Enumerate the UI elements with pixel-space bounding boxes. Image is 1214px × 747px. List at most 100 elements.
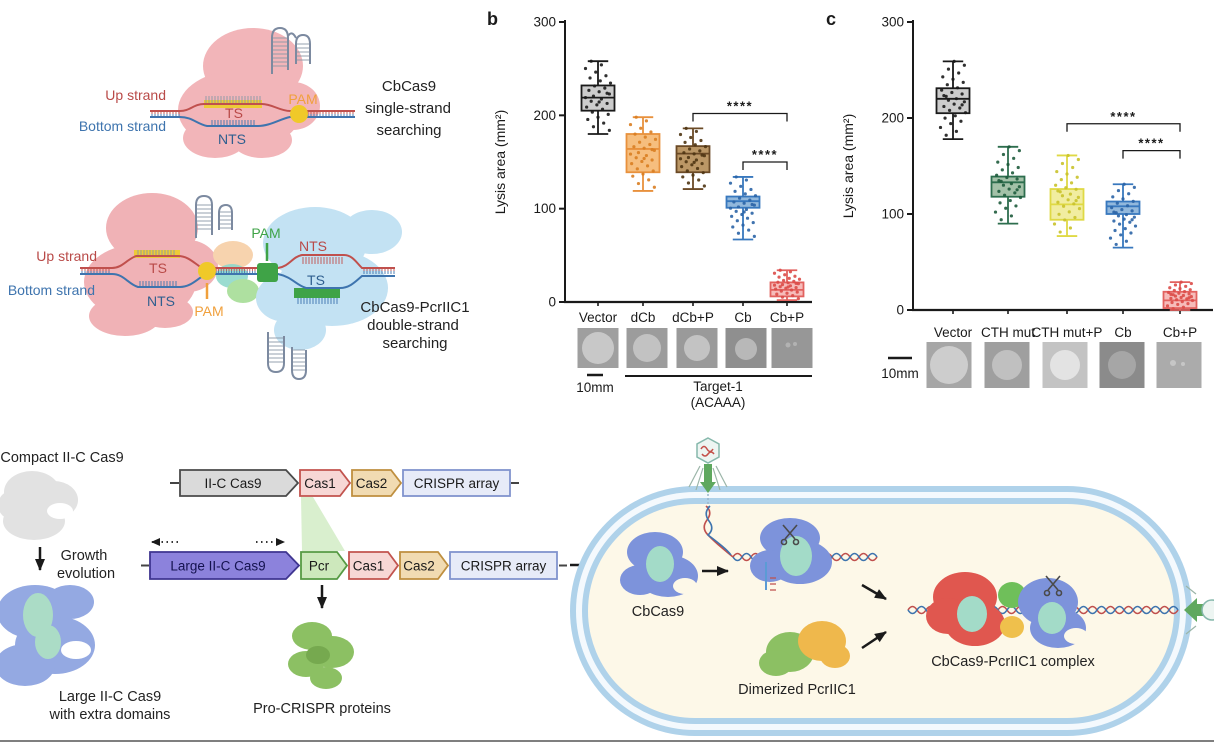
lysis-plaque xyxy=(633,334,661,362)
data-point xyxy=(963,111,968,115)
data-point xyxy=(1018,195,1023,200)
category-label: dCb xyxy=(631,310,656,325)
y-tick-label: 300 xyxy=(881,15,904,30)
bottom-strand-label: Bottom strand xyxy=(79,118,166,134)
data-point xyxy=(1065,172,1069,176)
gene-arrow-large-ii-c-cas9 xyxy=(149,551,301,580)
box-cb xyxy=(1105,182,1141,249)
y-tick-label: 300 xyxy=(533,15,556,30)
y-tick-label: 0 xyxy=(548,295,556,310)
gene-label: Cas1 xyxy=(304,476,336,491)
nts-label: NTS xyxy=(218,131,246,147)
data-point xyxy=(678,132,683,137)
category-label: Vector xyxy=(579,310,618,325)
sgRNA-scaffold-icon xyxy=(271,26,311,74)
data-point xyxy=(1111,195,1115,199)
significance-stars: **** xyxy=(727,98,753,113)
caption-line: single-strand xyxy=(365,100,451,117)
data-point xyxy=(605,101,609,106)
data-point xyxy=(997,189,1001,193)
data-point xyxy=(947,108,952,112)
data-point xyxy=(650,148,654,152)
data-point xyxy=(1189,281,1193,286)
nts-label: NTS xyxy=(147,293,175,309)
dimerized-pcriic1-icon xyxy=(759,621,850,676)
bottom-strand-label: Bottom strand xyxy=(8,282,95,298)
lysis-plaque xyxy=(1108,351,1136,379)
gene-label: CRISPR array xyxy=(414,476,500,491)
data-point xyxy=(631,174,635,178)
data-point xyxy=(733,189,737,193)
data-point xyxy=(650,158,654,162)
data-point xyxy=(1187,292,1191,296)
data-point xyxy=(1116,188,1121,193)
gene-label: CRISPR array xyxy=(461,558,547,573)
data-point xyxy=(695,166,700,171)
caption-line: searching xyxy=(382,335,447,352)
lysis-plaque xyxy=(930,346,968,384)
gene-box-crispr-array xyxy=(402,469,511,497)
data-point xyxy=(628,122,633,127)
gene-label: Cas2 xyxy=(356,476,388,491)
data-point xyxy=(753,194,758,198)
complex-label: CbCas9-PcrIIC1 complex xyxy=(931,654,1095,670)
cbcas9-pcriic1-complex-icon xyxy=(926,572,1088,648)
data-point xyxy=(640,159,644,164)
data-point xyxy=(779,289,783,293)
gene-label: Cas2 xyxy=(403,558,435,573)
data-point xyxy=(1009,182,1014,186)
data-point xyxy=(1071,165,1075,170)
data-point xyxy=(1007,187,1011,191)
category-label: Cb+P xyxy=(770,310,804,325)
data-point xyxy=(1129,231,1133,235)
data-point xyxy=(1181,305,1186,309)
gene-label: Cas1 xyxy=(353,558,385,573)
box-rect xyxy=(625,133,661,174)
data-point xyxy=(678,157,683,161)
data-point xyxy=(691,173,695,177)
pcr-origin-funnel xyxy=(301,497,345,551)
data-point xyxy=(1001,152,1006,157)
gene-box-crispr-array xyxy=(449,551,558,580)
gene-arrow-ii-c-cas9 xyxy=(179,469,300,497)
data-point xyxy=(997,178,1001,183)
data-point xyxy=(775,292,779,296)
large-cas9-sublabel: with extra domains xyxy=(49,707,171,723)
data-point xyxy=(1125,204,1130,208)
data-point xyxy=(642,146,646,150)
data-point xyxy=(598,79,602,83)
data-point xyxy=(952,102,956,106)
data-point xyxy=(599,97,604,101)
data-point xyxy=(1005,175,1009,180)
data-point xyxy=(1008,198,1012,203)
petri-image xyxy=(1156,342,1202,388)
data-point xyxy=(955,86,960,90)
operon-row-top: II-C Cas9 Cas1 Cas2 CRISPR array xyxy=(170,469,519,497)
data-point xyxy=(731,225,735,229)
data-point xyxy=(1113,228,1117,233)
data-point xyxy=(752,234,756,238)
data-point xyxy=(941,75,945,79)
data-point xyxy=(999,218,1003,222)
data-point xyxy=(590,110,594,114)
data-point xyxy=(648,142,652,147)
data-point xyxy=(1054,183,1058,187)
data-point xyxy=(644,153,649,158)
operon-row-bottom: Large II-C Cas9 Pcr Cas1 Cas2 CRISPR array xyxy=(141,551,567,580)
data-point xyxy=(639,126,643,130)
up-strand-line xyxy=(80,254,395,269)
lysis-plaque xyxy=(684,335,710,361)
cbcas9-dna-complex-icon xyxy=(750,518,832,591)
data-point xyxy=(942,93,946,98)
data-point xyxy=(1066,153,1070,158)
data-point xyxy=(783,273,787,277)
data-point xyxy=(1188,288,1192,292)
data-point xyxy=(1063,218,1067,222)
data-point xyxy=(786,285,790,289)
data-point xyxy=(744,207,749,212)
data-point xyxy=(1116,214,1121,218)
data-point xyxy=(1170,300,1174,305)
data-point xyxy=(1001,183,1006,187)
data-point xyxy=(795,290,799,294)
data-point xyxy=(1076,195,1080,199)
